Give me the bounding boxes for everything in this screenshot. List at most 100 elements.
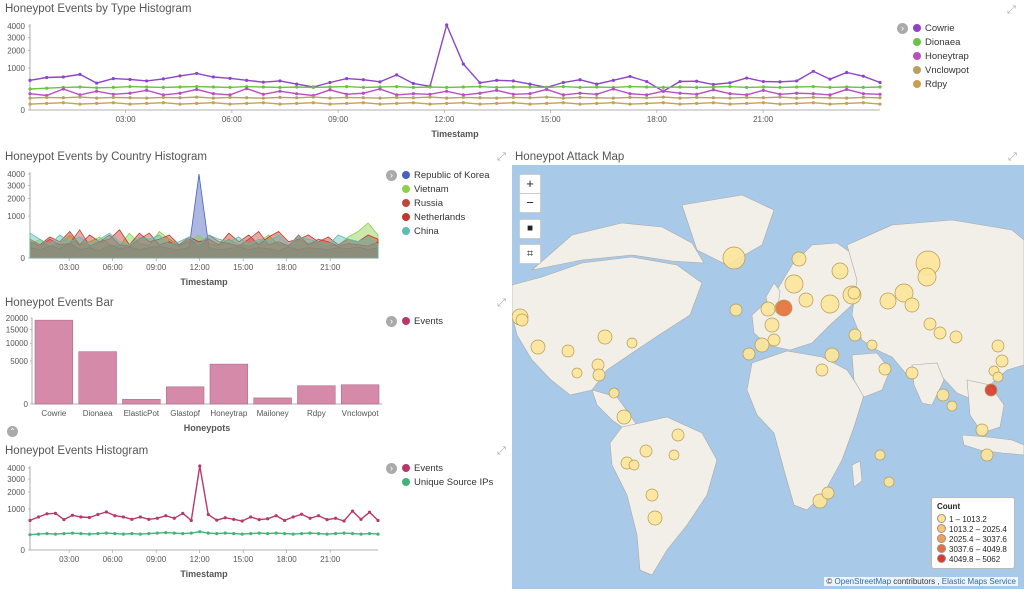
data-point — [878, 85, 882, 89]
attack-bubble — [815, 363, 829, 377]
data-point — [128, 91, 132, 95]
expand-icon[interactable]: ⤢ — [497, 445, 506, 457]
attack-bubble — [764, 317, 780, 333]
data-point — [745, 76, 749, 80]
data-point — [245, 78, 249, 82]
data-point — [161, 85, 165, 90]
map-land-indonesia — [961, 434, 1024, 456]
osm-link[interactable]: OpenStreetMap — [834, 577, 892, 586]
legend-item-events[interactable]: Events — [402, 463, 443, 474]
data-point — [206, 531, 210, 535]
data-point — [495, 85, 499, 90]
data-point — [198, 530, 202, 534]
x-tick-label: 18:00 — [277, 263, 298, 272]
attack-bubble — [874, 449, 886, 461]
legend: › Events — [386, 316, 486, 336]
expand-icon[interactable]: ⤢ — [497, 297, 506, 309]
expand-icon[interactable]: ⤢ — [497, 151, 506, 163]
data-point — [78, 95, 82, 99]
legend-item-dionaea[interactable]: Dionaea — [913, 37, 960, 48]
x-tick-label: 21:00 — [320, 263, 341, 272]
map-zoom-in-button[interactable]: + — [519, 174, 541, 194]
data-point — [628, 85, 632, 89]
data-point — [367, 510, 372, 514]
y-tick-label: 1000 — [7, 212, 25, 221]
data-point — [121, 515, 125, 519]
data-point — [36, 532, 41, 536]
legend-toggle-icon[interactable]: › — [386, 316, 397, 327]
legend-item-korea[interactable]: Republic of Korea — [402, 170, 490, 181]
attack-bubble — [946, 400, 958, 412]
legend-dot — [402, 464, 410, 472]
data-point — [155, 531, 159, 535]
attack-bubble — [866, 339, 878, 351]
data-point — [211, 85, 215, 89]
data-point — [695, 95, 699, 100]
data-point — [138, 515, 142, 519]
data-point — [295, 101, 299, 105]
map-zoom-out-button[interactable]: − — [519, 193, 541, 213]
data-point — [811, 85, 815, 89]
data-point — [261, 85, 265, 89]
data-point — [283, 518, 287, 523]
x-tick-label: 18:00 — [647, 115, 668, 124]
legend-item-rdpy[interactable]: Rdpy — [913, 79, 947, 90]
data-point — [495, 78, 499, 82]
map-crop-button[interactable]: ⌗ — [519, 244, 541, 264]
data-point — [78, 93, 82, 97]
data-point — [36, 515, 41, 519]
data-point — [342, 519, 346, 523]
map-expand-icon[interactable]: ⤢ — [1008, 151, 1017, 163]
data-point — [828, 96, 832, 100]
data-point — [411, 96, 415, 100]
map-legend-item: 1 – 1013.2 — [937, 514, 987, 524]
collapse-icon[interactable]: ⌃ — [7, 426, 18, 437]
data-point — [295, 96, 299, 100]
x-tick-label: 09:00 — [146, 555, 167, 564]
ems-link[interactable]: Elastic Maps Service — [941, 577, 1016, 586]
data-point — [345, 101, 349, 105]
legend-item-cowrie[interactable]: Cowrie — [913, 23, 955, 34]
legend-item-vietnam[interactable]: Vietnam — [402, 184, 449, 195]
legend-item-russia[interactable]: Russia — [402, 198, 443, 209]
legend-item-events[interactable]: Events — [402, 316, 443, 327]
data-point — [545, 101, 549, 105]
data-point — [172, 531, 176, 535]
data-point — [511, 95, 515, 100]
data-point — [595, 92, 599, 96]
legend-item-vnclowpot[interactable]: Vnclowpot — [913, 65, 969, 76]
data-point — [145, 79, 149, 83]
data-point — [138, 532, 142, 536]
data-point — [145, 88, 149, 92]
panel-title: Honeypot Events by Type Histogram — [5, 3, 192, 15]
data-point — [545, 95, 549, 99]
legend-item-netherlands[interactable]: Netherlands — [402, 212, 465, 223]
data-point — [495, 101, 499, 105]
data-point — [611, 87, 615, 91]
data-point — [45, 101, 49, 105]
legend-toggle-icon[interactable]: › — [897, 23, 908, 34]
data-point — [300, 512, 304, 516]
legend-item-china[interactable]: China — [402, 226, 439, 237]
legend-dot — [913, 38, 921, 46]
data-point — [215, 518, 219, 522]
legend-item-honeytrap[interactable]: Honeytrap — [913, 51, 969, 62]
attack-bubble — [571, 367, 583, 379]
x-axis-title: Timestamp — [180, 277, 228, 287]
data-point — [445, 101, 449, 105]
legend-item-unique-ips[interactable]: Unique Source IPs — [402, 477, 493, 488]
data-point — [245, 96, 249, 100]
data-point — [428, 92, 432, 96]
legend-toggle-icon[interactable]: › — [386, 170, 397, 181]
data-point — [350, 532, 355, 536]
map-draw-button[interactable]: ■ — [519, 219, 541, 239]
legend-toggle-icon[interactable]: › — [386, 463, 397, 474]
data-point — [240, 532, 244, 536]
data-point — [95, 96, 99, 100]
data-point — [62, 532, 66, 536]
expand-icon[interactable]: ⤢ — [1007, 4, 1016, 16]
y-tick-label: 1000 — [7, 64, 25, 73]
data-point — [795, 79, 799, 83]
data-point — [628, 92, 632, 96]
data-point — [361, 101, 365, 105]
